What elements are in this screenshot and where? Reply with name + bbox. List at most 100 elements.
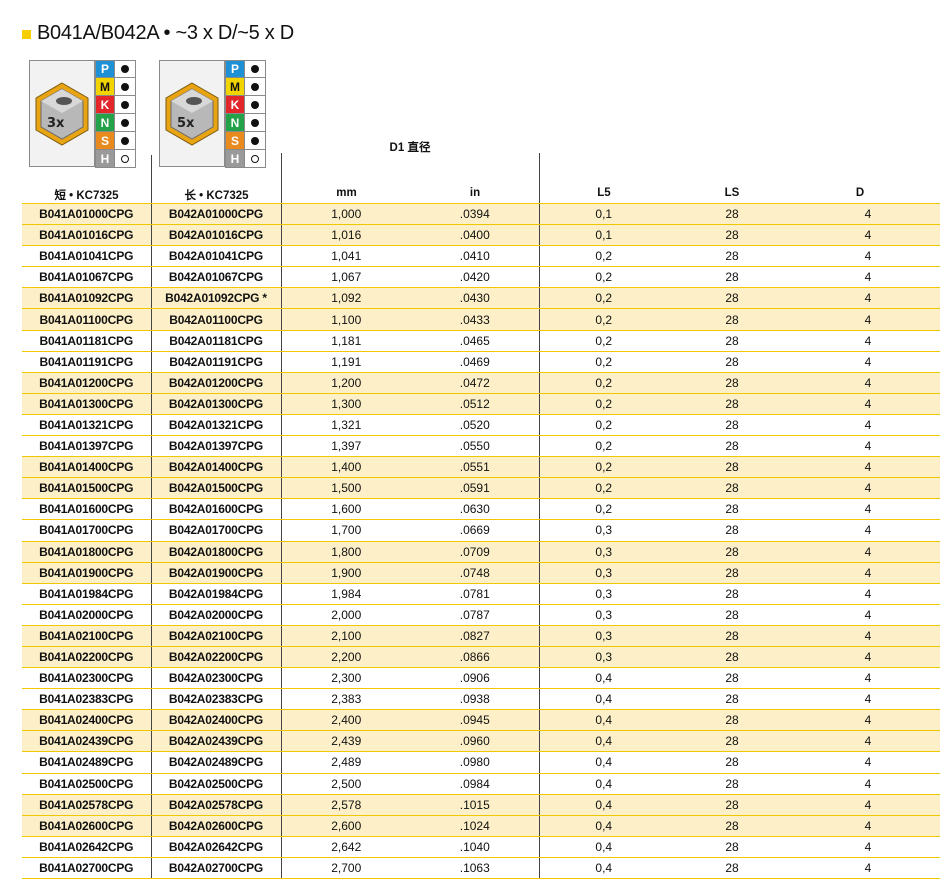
table-cell: B041A02000CPG	[22, 604, 151, 626]
table-row: B041A02700CPG B042A02700CPG 2,700.1063 0,4 2…	[22, 857, 940, 879]
table-cell: B041A01067CPG	[22, 266, 151, 289]
table-cell: 0,4	[538, 794, 668, 816]
table-cell: 0,4	[538, 751, 668, 774]
table-cell: 2,000	[280, 604, 411, 626]
material-row-n: N	[95, 114, 136, 132]
material-rating	[114, 150, 135, 167]
header-d1: D1 直径	[389, 142, 431, 154]
table-cell: 0,4	[538, 730, 668, 753]
table-cell: .0945	[411, 709, 539, 732]
table-cell: B041A01400CPG	[22, 456, 151, 479]
table-cell: .0827	[411, 625, 539, 647]
table-row: B041A01321CPG B042A01321CPG 1,321.0520 0,2 2…	[22, 414, 940, 437]
table-cell: .0472	[411, 372, 539, 394]
table-cell: 0,2	[538, 456, 668, 479]
table-cell: 4	[796, 541, 940, 563]
table-cell: .0709	[411, 541, 539, 563]
table-row: B041A01500CPG B042A01500CPG 1,500.0591 0,2 2…	[22, 477, 940, 500]
table-cell: B041A01600CPG	[22, 498, 151, 521]
material-letter: N	[96, 114, 114, 131]
table-cell: 0,2	[538, 351, 668, 373]
table-cell: B041A01984CPG	[22, 583, 151, 605]
table-cell: .0669	[411, 519, 539, 542]
table-cell: 2,439	[280, 730, 411, 753]
header-d: D	[855, 187, 865, 199]
table-cell: .0410	[411, 245, 539, 268]
material-row-n: N	[225, 114, 266, 132]
3xd-drill-depth-icon: 3x	[29, 60, 95, 167]
table-cell: 28	[668, 435, 796, 458]
table-cell: .0630	[411, 498, 539, 521]
table-cell: 2,400	[280, 709, 411, 732]
table-cell: .0748	[411, 562, 539, 584]
table-cell: .1015	[411, 794, 539, 816]
table-cell: B041A01300CPG	[22, 393, 151, 415]
table-cell: B041A01092CPG	[22, 287, 151, 310]
table-cell: B041A02500CPG	[22, 773, 151, 795]
table-cell: 0,4	[538, 773, 668, 795]
table-cell: .0980	[411, 751, 539, 774]
product-table: B041A01000CPG B042A01000CPG 1,000.0394 0,1 2…	[22, 202, 940, 879]
table-cell: 1,700	[280, 519, 411, 542]
table-row: B041A01900CPG B042A01900CPG 1,900.0748 0,3 2…	[22, 562, 940, 584]
table-cell: B042A01000CPG	[150, 202, 281, 226]
table-cell: B041A02383CPG	[22, 688, 151, 711]
table-cell: .0984	[411, 773, 539, 795]
table-cell: .0866	[411, 646, 539, 669]
table-row: B041A02383CPG B042A02383CPG 2,383.0938 0,4 2…	[22, 688, 940, 711]
table-cell: .0781	[411, 583, 539, 605]
table-cell: B042A01800CPG	[150, 541, 281, 563]
material-letter: N	[226, 114, 244, 131]
table-cell: 4	[796, 730, 940, 753]
table-cell: 1,397	[280, 435, 411, 458]
column-divider	[281, 153, 282, 203]
header-mm: mm	[336, 187, 357, 199]
table-cell: 28	[668, 709, 796, 732]
table-cell: B042A01191CPG	[150, 351, 281, 373]
table-cell: B041A01100CPG	[22, 308, 151, 331]
table-cell: 1,092	[280, 287, 411, 310]
table-cell: B041A02439CPG	[22, 730, 151, 753]
table-cell: B041A02400CPG	[22, 709, 151, 732]
table-cell: B042A01100CPG	[150, 308, 281, 331]
table-row: B041A01000CPG B042A01000CPG 1,000.0394 0,1 2…	[22, 202, 940, 226]
table-cell: .0420	[411, 266, 539, 289]
table-cell: 0,1	[538, 202, 668, 226]
material-rating	[244, 114, 265, 131]
material-letter: K	[96, 96, 114, 113]
material-rating	[244, 78, 265, 95]
table-cell: 4	[796, 583, 940, 605]
table-cell: B042A02500CPG	[150, 773, 281, 795]
table-cell: B041A02489CPG	[22, 751, 151, 774]
table-cell: .0465	[411, 330, 539, 352]
table-cell: 28	[668, 224, 796, 247]
table-cell: 28	[668, 583, 796, 605]
table-cell: 28	[668, 351, 796, 373]
table-cell: 1,600	[280, 498, 411, 521]
material-rating	[114, 78, 135, 95]
table-cell: 1,900	[280, 562, 411, 584]
table-cell: 0,2	[538, 308, 668, 331]
column-divider	[539, 153, 540, 203]
table-cell: 28	[668, 287, 796, 310]
table-cell: .0512	[411, 393, 539, 415]
table-cell: .1063	[411, 857, 539, 879]
material-letter: H	[226, 150, 244, 167]
table-cell: 2,200	[280, 646, 411, 669]
table-cell: 4	[796, 435, 940, 458]
table-cell: B042A02000CPG	[150, 604, 281, 626]
table-cell: 4	[796, 562, 940, 584]
table-cell: 28	[668, 308, 796, 331]
table-row: B041A02439CPG B042A02439CPG 2,439.0960 0,4 2…	[22, 730, 940, 753]
title-bullet-square	[22, 29, 31, 39]
material-row-k: K	[225, 96, 266, 114]
table-cell: 2,500	[280, 773, 411, 795]
table-cell: 28	[668, 477, 796, 500]
table-cell: 2,600	[280, 815, 411, 837]
table-cell: 0,1	[538, 224, 668, 247]
table-cell: B042A02439CPG	[150, 730, 281, 753]
table-cell: 1,400	[280, 456, 411, 479]
table-cell: 1,500	[280, 477, 411, 500]
material-rating	[114, 61, 135, 77]
